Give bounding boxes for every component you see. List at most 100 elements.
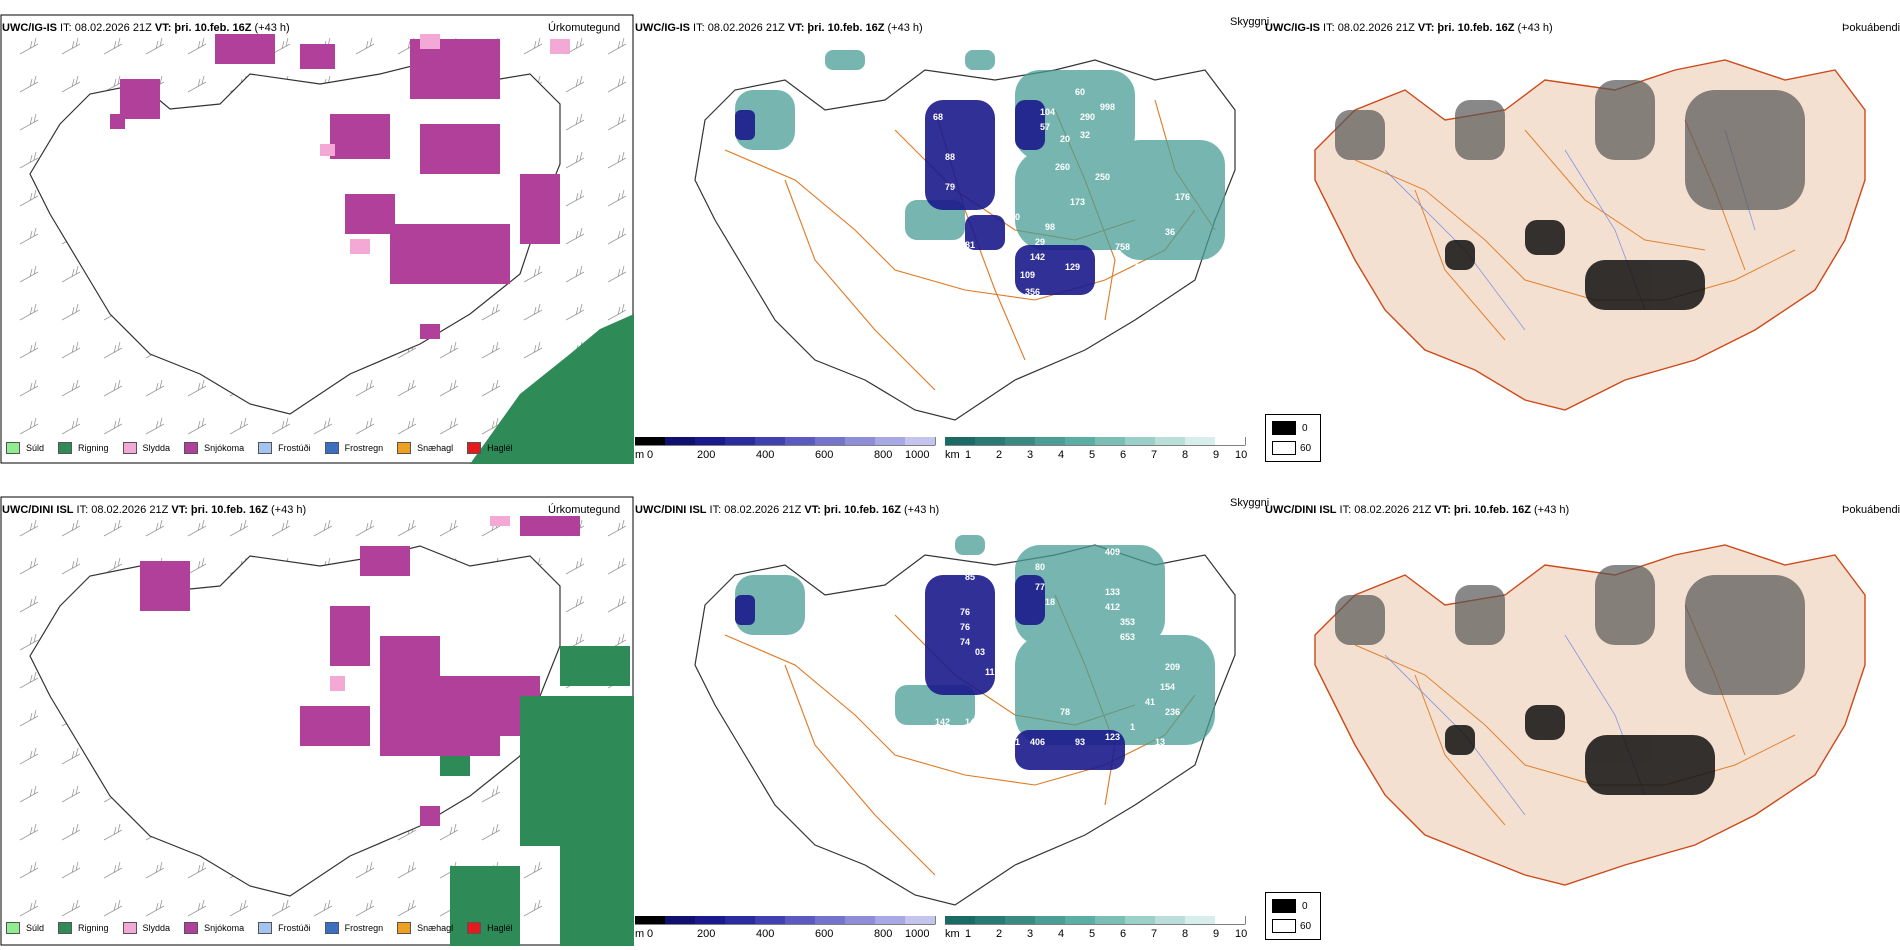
colorbar-m-cells (635, 916, 935, 924)
visibility-value: 80 (1035, 562, 1045, 572)
colorbar-m (634, 915, 936, 925)
wind-barb (145, 37, 165, 55)
wind-barb (565, 595, 585, 613)
title-vis-bottom: UWC/DINI ISL IT: 08.02.2026 21Z VT: þri.… (635, 504, 939, 516)
wind-barb (565, 151, 585, 169)
title-vis-top: UWC/IG-IS IT: 08.02.2026 21Z VT: þri. 10… (635, 22, 923, 34)
wind-barb (61, 785, 81, 803)
wind-barb (19, 633, 39, 651)
visibility-value: 142 (1030, 252, 1045, 262)
visibility-value: 76 (960, 607, 970, 617)
wind-barb (397, 519, 417, 537)
rain-area (470, 314, 634, 464)
tick-m: 0 (647, 449, 654, 461)
visibility-value: 18 (1045, 597, 1055, 607)
legend-label: Snæhagl (417, 443, 454, 453)
fog-dark-areas (1335, 80, 1805, 210)
wind-barb (103, 37, 123, 55)
wind-barb (103, 379, 123, 397)
valid-label: VT: (804, 504, 824, 516)
visibility-value: 209 (1165, 662, 1180, 672)
precip-legend-top: Súld Rigning Slydda Snjókoma Frostúði Frostre… (6, 442, 527, 454)
wind-barb (19, 709, 39, 727)
colorbar-cell (1095, 916, 1125, 924)
visibility-value: 356 (1025, 287, 1040, 297)
label-precip-top: Úrkomutegund (548, 22, 621, 34)
wind-barb (19, 417, 39, 435)
wind-barb (19, 595, 39, 613)
visibility-value: 20 (1010, 212, 1020, 222)
wind-barb (61, 303, 81, 321)
visibility-value: 117 (985, 667, 1000, 677)
legend-item-snæhagl: Snæhagl (397, 922, 453, 934)
lead-time: (+43 h) (884, 22, 923, 34)
visibility-value: 81 (965, 240, 975, 250)
valid-time: þri. 10.feb. 16Z (823, 504, 901, 516)
colorbar-cell (975, 916, 1005, 924)
lead-time: (+43 h) (267, 504, 307, 516)
tick-km: 10 (1235, 449, 1248, 461)
legend-label: Rigning (78, 443, 109, 453)
colorbar-km (944, 436, 1246, 446)
visibility-value: 03 (975, 647, 985, 657)
title-fog-bottom: UWC/DINI ISL IT: 08.02.2026 21Z VT: þri.… (1265, 504, 1569, 516)
wind-barb (565, 557, 585, 575)
vis-colorbar-m-bottom: m 0 200 400 600 800 1000 (634, 915, 945, 946)
vis-colorbar-km-top: km 1 2 3 4 5 6 7 8 9 10 (944, 436, 1255, 467)
colorbar-km-cells (945, 916, 1245, 924)
tick-km: 2 (996, 928, 1003, 940)
visibility-value: 106 (980, 742, 995, 752)
legend-item-slydda: Slydda (122, 442, 171, 454)
wind-barb (19, 227, 39, 245)
wind-barb (523, 861, 543, 879)
fog-key-0: 0 (1302, 423, 1308, 434)
colorbar-cell (1215, 916, 1245, 924)
legend-label: Haglél (487, 923, 513, 933)
colorbar-cell (785, 916, 815, 924)
tick-km: 6 (1120, 449, 1127, 461)
tick-km: 8 (1182, 449, 1189, 461)
wind-barb (229, 899, 249, 917)
legend-label: Frostregn (344, 923, 384, 933)
wind-barb (19, 75, 39, 93)
wind-barb (439, 417, 459, 435)
tick-km: 3 (1027, 449, 1034, 461)
wind-barb (607, 75, 627, 93)
wind-barb (19, 113, 39, 131)
valid-time: þri. 10.feb. 16Z (1453, 504, 1531, 516)
wind-barb (19, 899, 39, 917)
legend-label: Slydda (142, 923, 171, 933)
colorbar-cell (695, 916, 725, 924)
tick-km: 1 (965, 449, 972, 461)
vis-panel-bottom: 409 133 412 353 653 80 77 18 85 76 76 74 03 117 142 14 1… (635, 515, 1265, 915)
wind-barb (145, 417, 165, 435)
legend-item-haglél: Haglél (467, 922, 513, 934)
legend-label: Slydda (142, 443, 171, 453)
colorbar-cell (1155, 437, 1185, 445)
colorbar-cell (845, 916, 875, 924)
wind-barb (187, 861, 207, 879)
tick-km: 5 (1089, 449, 1096, 461)
init-time: IT: 08.02.2026 21Z (690, 22, 788, 34)
tick-km: 1 (965, 928, 972, 940)
wind-barb (187, 75, 207, 93)
wind-barb (19, 265, 39, 283)
colorbar-cell (875, 437, 905, 445)
lead-time: (+43 h) (1514, 22, 1553, 34)
wind-barb (523, 341, 543, 359)
wind-barb (397, 379, 417, 397)
legend-label: Frostúði (278, 443, 311, 453)
tick-km: 3 (1027, 928, 1034, 940)
wind-barb (103, 341, 123, 359)
wind-barb (229, 519, 249, 537)
wind-barb (103, 823, 123, 841)
vis-panel-top: 910 60 290 998 32 104 57 20 68 88 79 09 43 20 260 250 17… (635, 30, 1265, 460)
wind-barb (397, 899, 417, 917)
visibility-value: 14 (965, 717, 975, 727)
wind-barb (61, 341, 81, 359)
visibility-value: 76 (960, 622, 970, 632)
tick-km: 9 (1213, 928, 1220, 940)
colorbar-cell (635, 437, 665, 445)
wind-barb (145, 379, 165, 397)
wind-barb (607, 37, 627, 55)
